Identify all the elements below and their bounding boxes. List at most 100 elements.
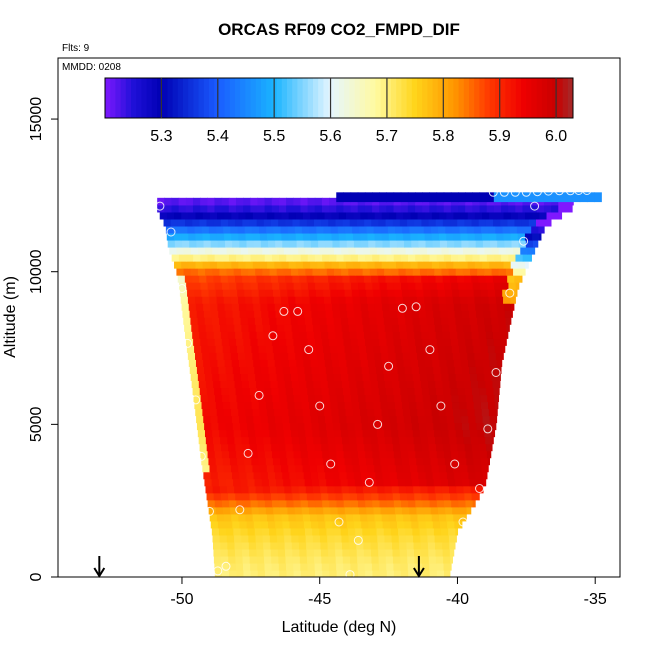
heatmap-cell	[365, 338, 373, 346]
heatmap-cell	[481, 352, 490, 360]
heatmap-cell	[488, 352, 497, 360]
heatmap-cell	[314, 338, 323, 346]
heatmap-cell	[187, 352, 196, 360]
heatmap-cell	[294, 225, 303, 234]
heatmap-cell	[246, 415, 254, 424]
heatmap-cell	[467, 464, 476, 473]
heatmap-cell	[336, 338, 345, 346]
heatmap-cell	[229, 282, 237, 290]
heatmap-cell	[594, 192, 602, 203]
heatmap-cell	[471, 218, 480, 227]
heatmap-cell	[455, 478, 463, 487]
colorbar-tick-label: 5.8	[432, 128, 454, 145]
heatmap-cell	[289, 415, 297, 424]
heatmap-cell	[303, 415, 312, 424]
heatmap-cell	[303, 239, 312, 248]
colorbar-segment	[417, 78, 423, 118]
heatmap-cell	[199, 331, 208, 339]
heatmap-cell	[427, 373, 435, 381]
heatmap-cell	[302, 464, 311, 473]
heatmap-cell	[252, 296, 261, 304]
heatmap-cell	[317, 232, 325, 241]
heatmap-cell	[442, 380, 451, 389]
heatmap-cell	[250, 338, 259, 346]
heatmap-cell	[460, 261, 469, 269]
heatmap-cell	[203, 471, 212, 480]
heatmap-cell	[388, 408, 397, 417]
heatmap-cell	[419, 429, 428, 438]
heatmap-cell	[285, 331, 294, 339]
heatmap-cell	[406, 485, 414, 494]
heatmap-cell	[403, 415, 412, 424]
heatmap-cell	[301, 506, 310, 515]
heatmap-cell	[415, 254, 423, 262]
heatmap-cell	[220, 541, 228, 550]
heatmap-cell	[421, 555, 430, 564]
heatmap-cell	[283, 268, 292, 276]
heatmap-cell	[316, 464, 325, 473]
heatmap-cell	[265, 345, 274, 353]
heatmap-cell	[315, 289, 324, 297]
heatmap-cell	[501, 282, 510, 290]
heatmap-cell	[391, 268, 400, 276]
heatmap-cell	[243, 450, 252, 459]
heatmap-cell	[194, 345, 202, 353]
sample-point	[582, 186, 592, 195]
heatmap-cell	[267, 232, 275, 241]
heatmap-cell	[496, 211, 505, 220]
heatmap-cell	[466, 506, 472, 515]
heatmap-cell	[446, 303, 455, 311]
heatmap-cell	[326, 373, 335, 381]
heatmap-cell	[321, 555, 330, 564]
heatmap-cell	[266, 352, 275, 360]
heatmap-cell	[365, 569, 373, 577]
heatmap-cell	[264, 569, 273, 577]
heatmap-cell	[420, 541, 429, 550]
heatmap-cell	[246, 239, 255, 248]
heatmap-cell	[306, 492, 315, 501]
heatmap-cell	[332, 415, 340, 424]
heatmap-cell	[313, 548, 322, 557]
heatmap-cell	[221, 499, 230, 508]
heatmap-cell	[428, 275, 437, 283]
heatmap-cell	[470, 246, 478, 255]
heatmap-cell	[246, 310, 255, 318]
heatmap-cell	[416, 457, 424, 466]
heatmap-cell	[359, 401, 367, 410]
heatmap-cell	[392, 380, 400, 389]
heatmap-cell	[363, 436, 372, 445]
heatmap-cell	[207, 450, 216, 459]
heatmap-cell	[340, 478, 349, 487]
heatmap-cell	[322, 569, 330, 577]
heatmap-cell	[197, 246, 206, 255]
heatmap-cell	[312, 527, 320, 536]
heatmap-cell	[462, 478, 471, 487]
sample-point	[499, 187, 509, 197]
heatmap-cell	[213, 555, 222, 564]
heatmap-cell	[221, 569, 230, 577]
heatmap-cell	[443, 450, 452, 459]
heatmap-cell	[335, 548, 343, 557]
heatmap-cell	[199, 443, 208, 452]
heatmap-cell	[466, 225, 475, 234]
heatmap-cell	[492, 324, 500, 332]
heatmap-cell	[360, 415, 369, 424]
heatmap-cell	[251, 225, 260, 234]
heatmap-cell	[421, 218, 430, 227]
colorbar-segment	[318, 78, 324, 118]
heatmap-cell	[345, 232, 354, 241]
heatmap-cell	[450, 562, 452, 571]
heatmap-cell	[507, 275, 515, 283]
heatmap-cell	[400, 562, 409, 571]
heatmap-cell	[470, 429, 478, 438]
heatmap-cell	[305, 373, 314, 381]
heatmap-cell	[378, 218, 387, 227]
heatmap-cell	[417, 296, 425, 304]
heatmap-cell	[416, 506, 425, 515]
heatmap-cell	[422, 254, 431, 262]
heatmap-cell	[195, 352, 203, 360]
heatmap-cell	[221, 450, 230, 459]
heatmap-cell	[256, 443, 265, 452]
heatmap-cell	[403, 232, 411, 241]
heatmap-cell	[261, 366, 270, 374]
